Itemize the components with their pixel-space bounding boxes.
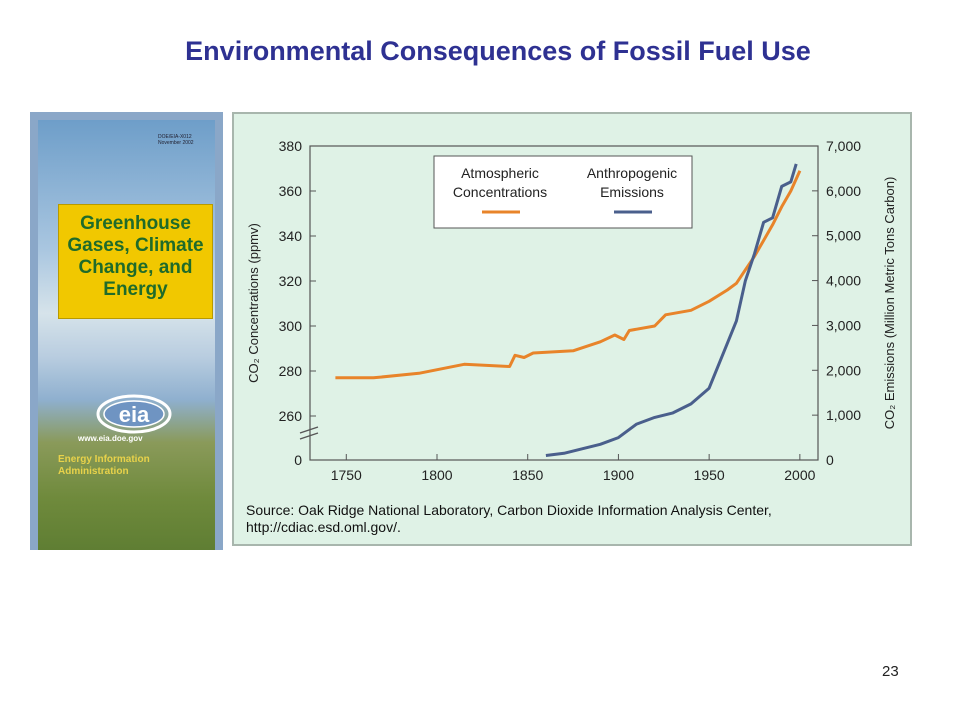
y-tick-label: 0 bbox=[294, 452, 302, 468]
y2-tick-label: 7,000 bbox=[826, 138, 861, 154]
y-axis-label: CO₂ Concentrations (ppmv) bbox=[246, 223, 261, 383]
page-number: 23 bbox=[882, 663, 899, 680]
cover-title-box: Greenhouse Gases, Climate Change, and En… bbox=[58, 204, 213, 319]
x-tick-label: 1850 bbox=[512, 467, 543, 483]
legend-label: Emissions bbox=[600, 184, 664, 200]
x-tick-label: 1900 bbox=[603, 467, 634, 483]
cover-agency-name: Energy Information Administration bbox=[58, 454, 150, 477]
cover-title: Greenhouse Gases, Climate Change, and En… bbox=[67, 213, 204, 300]
y2-tick-label: 4,000 bbox=[826, 273, 861, 289]
series-line-emissions bbox=[545, 163, 798, 457]
y-tick-label: 280 bbox=[279, 363, 303, 379]
y2-tick-label: 6,000 bbox=[826, 183, 861, 199]
cover-url: www.eia.doe.gov bbox=[78, 434, 143, 443]
cover-sky-background: DOE/EIA-X012 November 2002 Greenhouse Ga… bbox=[38, 120, 215, 550]
axis-break-mark bbox=[299, 426, 319, 434]
y-tick-label: 260 bbox=[279, 408, 303, 424]
plot-frame bbox=[309, 145, 819, 461]
cover-code-text: DOE/EIA-X012 November 2002 bbox=[158, 134, 194, 146]
legend-label: Anthropogenic bbox=[587, 165, 677, 181]
y2-axis-label: CO₂ Emissions (Million Metric Tons Carbo… bbox=[882, 177, 897, 430]
y-tick-label: 340 bbox=[279, 228, 303, 244]
y2-tick-label: 3,000 bbox=[826, 317, 861, 333]
eia-logo-icon: eia bbox=[96, 394, 172, 434]
slide-title: Environmental Consequences of Fossil Fue… bbox=[185, 36, 811, 66]
x-tick-label: 1800 bbox=[421, 467, 452, 483]
legend-label: Concentrations bbox=[453, 184, 547, 200]
x-tick-label: 1750 bbox=[331, 467, 362, 483]
eia-logo-text: eia bbox=[119, 402, 150, 427]
y-tick-label: 320 bbox=[279, 273, 303, 289]
y2-tick-label: 2,000 bbox=[826, 362, 861, 378]
y-tick-label: 300 bbox=[279, 318, 303, 334]
y-tick-label: 360 bbox=[279, 183, 303, 199]
series-line-concentration bbox=[335, 170, 802, 380]
x-tick-label: 2000 bbox=[784, 467, 815, 483]
report-cover-image: DOE/EIA-X012 November 2002 Greenhouse Ga… bbox=[30, 112, 223, 550]
x-tick-label: 1950 bbox=[694, 467, 725, 483]
y2-tick-label: 0 bbox=[826, 452, 834, 468]
legend-box bbox=[433, 155, 693, 229]
legend-label: Atmospheric bbox=[461, 165, 539, 181]
axis-break-mark bbox=[299, 432, 319, 440]
chart-source-note: Source: Oak Ridge National Laboratory, C… bbox=[246, 502, 772, 535]
co2-chart: 1750 1800 1850 1900 1950 2000 0 260 280 300 320 340… bbox=[246, 138, 897, 483]
y2-tick-label: 1,000 bbox=[826, 407, 861, 423]
y-tick-label: 380 bbox=[279, 138, 303, 154]
y2-tick-label: 5,000 bbox=[826, 228, 861, 244]
chart-panel: 1750 1800 1850 1900 1950 2000 0 260 280 300 320 340… bbox=[232, 112, 912, 546]
